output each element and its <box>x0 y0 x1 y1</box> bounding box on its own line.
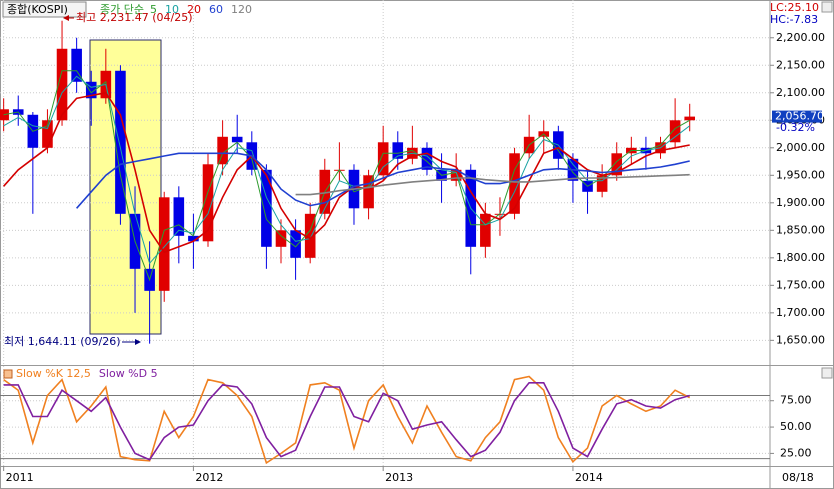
y-tick-label: 1,850.00 <box>776 223 825 236</box>
y-tick-label: 1,800.00 <box>776 251 825 264</box>
candle-body <box>261 169 272 247</box>
high-annotation: 최고 2,231.47 (04/25) <box>76 11 193 24</box>
low-annotation: 최저 1,644.11 (09/26) <box>4 335 121 348</box>
chart-title: 종합(KOSPI) <box>7 3 68 16</box>
y-tick-label: 2,000.00 <box>776 141 825 154</box>
candle-body <box>684 116 696 121</box>
y-tick-label: 25.00 <box>780 446 812 459</box>
candle-body <box>377 142 389 176</box>
candle-body <box>363 175 374 209</box>
candle-body <box>115 70 126 214</box>
candle-body <box>217 136 228 165</box>
candle-body <box>231 136 243 143</box>
candle-body <box>173 197 185 236</box>
candle-body <box>56 48 68 121</box>
legend-label: 종가 단순 <box>100 3 144 16</box>
y-tick-label: 75.00 <box>780 394 812 407</box>
candle-body <box>304 213 316 258</box>
hc-label: HC:-7.83 <box>770 13 818 26</box>
candle-body <box>392 142 404 159</box>
title-box <box>2 1 87 18</box>
candle-body <box>290 230 301 258</box>
legend-entry: Slow %K 12,5 <box>16 367 91 380</box>
last-price-box <box>772 110 822 123</box>
series-line <box>3 75 691 265</box>
candle-body <box>480 213 491 247</box>
y-tick-label: 1,750.00 <box>776 278 825 291</box>
candle-body <box>85 81 97 99</box>
candle-body <box>669 120 681 143</box>
y-tick-label: 50.00 <box>780 420 812 433</box>
y-tick-label: 2,100.00 <box>776 86 825 99</box>
candle-body <box>188 235 199 242</box>
change-label: -0.32% <box>776 121 815 134</box>
legend-entry: Slow %D 5 <box>99 367 158 380</box>
lc-label: LC:25.10 <box>770 1 819 14</box>
legend-entry: 10 <box>165 3 179 16</box>
arrow-head <box>135 339 141 345</box>
candle-body <box>202 164 214 242</box>
marks <box>0 20 696 465</box>
candle-body <box>421 147 433 170</box>
series-line <box>3 382 690 461</box>
candle-body <box>275 230 287 247</box>
x-tick-label: 2011 <box>6 471 34 484</box>
series-line <box>295 173 690 196</box>
candle-body <box>42 120 53 148</box>
y-tick-label: 2,200.00 <box>776 31 825 44</box>
y-tick-label: 2,150.00 <box>776 58 825 71</box>
y-tick-label: 1,700.00 <box>776 306 825 319</box>
candle-body <box>450 169 462 181</box>
x-tick-label: 2012 <box>195 471 223 484</box>
series-line <box>3 91 690 254</box>
legend-swatch <box>3 369 13 379</box>
candle-body <box>509 153 520 214</box>
legend-entry: 60 <box>209 3 223 16</box>
last-price-label: 2,056.70 <box>775 110 824 123</box>
legend-entry: 5 <box>150 3 157 16</box>
date-label: 08/18 <box>782 471 814 484</box>
arrow-head <box>63 15 69 21</box>
x-tick-label: 2013 <box>385 471 413 484</box>
panel-button[interactable] <box>821 1 833 13</box>
series-line <box>3 375 691 465</box>
series-line <box>3 70 690 282</box>
series-line <box>76 152 690 209</box>
y-tick-label: 1,650.00 <box>776 333 825 346</box>
legend-entry: 20 <box>187 3 201 16</box>
overlay: 5 10 20 60 120 2,056.70 Slow %K 12,5 Slow %D 5 <box>3 3 824 380</box>
candle-body <box>596 175 608 192</box>
candle-body <box>71 48 82 82</box>
x-tick-label: 2014 <box>575 471 603 484</box>
y-tick-label: 1,900.00 <box>776 196 825 209</box>
candle-body <box>611 153 623 176</box>
legend-entry: 120 <box>231 3 252 16</box>
panel-button[interactable] <box>821 367 833 379</box>
y-tick-label: 1,950.00 <box>776 168 825 181</box>
candle-body <box>158 197 170 291</box>
